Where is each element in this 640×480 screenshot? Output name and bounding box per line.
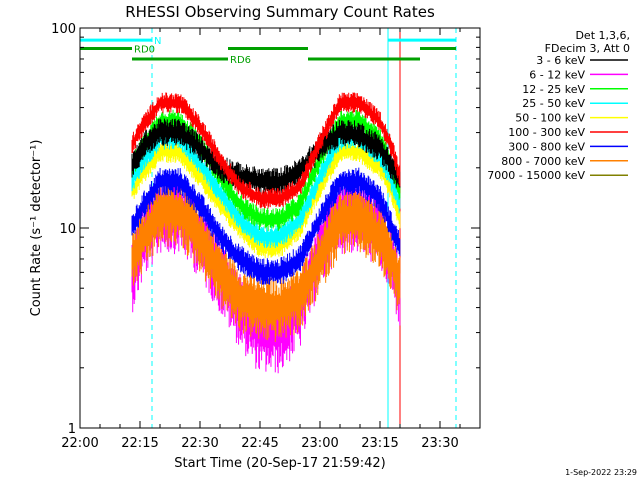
state-bar-label: RD0 — [134, 44, 155, 55]
legend-entry-label: 25 - 50 keV — [522, 97, 585, 110]
series-line — [131, 182, 401, 342]
x-tick-label: 22:45 — [241, 436, 278, 451]
legend-header-line-1: Det 1,3,6, — [575, 29, 630, 42]
date-stamp: 1-Sep-2022 23:29 — [565, 468, 637, 477]
legend-entry-label: 300 - 800 keV — [508, 140, 585, 153]
y-axis-label: Count Rate (s⁻¹ detector⁻¹) — [29, 140, 44, 317]
legend-entry-label: 12 - 25 keV — [522, 83, 585, 96]
chart-title: RHESSI Observing Summary Count Rates — [125, 3, 435, 21]
legend-entry-label: 50 - 100 keV — [515, 112, 585, 125]
y-tick-label: 100 — [51, 22, 76, 37]
legend-entry-label: 3 - 6 keV — [536, 54, 585, 67]
x-axis-label: Start Time (20-Sep-17 21:59:42) — [174, 456, 385, 471]
x-tick-label: 23:30 — [421, 436, 458, 451]
x-tick-label: 22:30 — [181, 436, 218, 451]
y-tick-label: 1 — [68, 422, 76, 437]
legend-entry-label: 6 - 12 keV — [529, 68, 585, 81]
y-tick-label: 10 — [59, 222, 76, 237]
legend-header-line-2: FDecim 3, Att 0 — [545, 42, 630, 55]
series-line — [131, 92, 401, 209]
series-line — [131, 167, 401, 285]
state-bar-label: RD6 — [230, 55, 251, 66]
x-tick-label: 22:15 — [121, 436, 158, 451]
x-tick-label: 23:15 — [361, 436, 398, 451]
legend-entry-label: 800 - 7000 keV — [501, 155, 585, 168]
legend-entry-label: 7000 - 15000 keV — [487, 169, 585, 182]
x-tick-label: 23:00 — [301, 436, 338, 451]
state-bar-label: N — [154, 36, 161, 47]
x-tick-label: 22:00 — [61, 436, 98, 451]
legend-entry-label: 100 - 300 keV — [508, 126, 585, 139]
